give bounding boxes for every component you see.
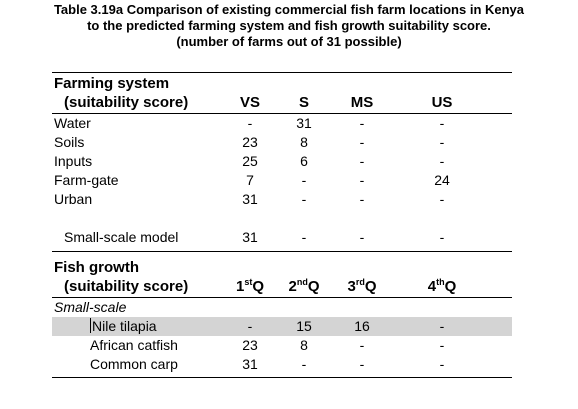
row-value: - xyxy=(359,172,365,188)
q2-num: 2 xyxy=(288,278,297,295)
table-row: Soils 23 8 - - xyxy=(52,133,512,152)
row-value: - xyxy=(439,318,445,334)
column-header-us: US xyxy=(431,94,453,111)
row-value: - xyxy=(359,134,365,150)
q1-num: 1 xyxy=(235,278,245,295)
row-label: Common carp xyxy=(90,356,178,372)
row-label: Farm-gate xyxy=(54,172,119,188)
row-value: - xyxy=(301,172,307,188)
group-label: Small-scale xyxy=(54,299,127,315)
growth-header-row: Fish growth xyxy=(52,258,512,277)
farming-header-subrow: (suitability score) VS S MS US xyxy=(52,93,512,112)
farming-header-title: Farming system xyxy=(54,75,170,92)
caption-line-1: Table 3.19a Comparison of existing comme… xyxy=(53,2,525,17)
row-label: Water xyxy=(54,115,91,131)
q1-sup: st xyxy=(244,277,253,287)
table-row-selected[interactable]: Nile tilapia - 15 16 - xyxy=(52,317,512,336)
row-value: - xyxy=(359,153,365,169)
row-value: 31 xyxy=(242,191,258,207)
column-header-q4: 4thQ xyxy=(422,277,462,296)
q2-sup: nd xyxy=(296,277,308,287)
q4-suffix: Q xyxy=(444,278,457,295)
column-header-q1: 1stQ xyxy=(230,277,270,296)
row-value: - xyxy=(359,356,365,372)
row-value: - xyxy=(301,191,307,207)
caption-line-3: (number of farms out of 31 possible) xyxy=(176,34,402,49)
row-value: 15 xyxy=(296,318,312,334)
growth-header-subrow: (suitability score) 1stQ 2ndQ 3rdQ 4thQ xyxy=(52,277,512,296)
row-value: - xyxy=(439,191,445,207)
table-row: Water - 31 - - xyxy=(52,114,512,133)
row-value: 23 xyxy=(242,134,258,150)
table-row: Farm-gate 7 - - 24 xyxy=(52,171,512,190)
row-value: - xyxy=(247,318,253,334)
row-value: 23 xyxy=(242,337,258,353)
row-value: 7 xyxy=(246,172,254,188)
caption-line-2: to the predicted farming system and fish… xyxy=(87,18,491,33)
row-label: Small-scale model xyxy=(64,229,179,245)
column-header-q2: 2ndQ xyxy=(284,277,324,296)
row-value: 16 xyxy=(354,318,370,334)
table-caption: Table 3.19a Comparison of existing comme… xyxy=(0,2,578,50)
row-label: Inputs xyxy=(54,153,93,169)
row-value: - xyxy=(301,229,307,245)
comparison-table: Farming system (suitability score) VS S … xyxy=(52,65,512,395)
row-value: - xyxy=(439,134,445,150)
column-header-vs: VS xyxy=(239,94,260,111)
row-value: - xyxy=(359,115,365,131)
growth-header-title: Fish growth xyxy=(54,259,139,276)
row-value: - xyxy=(439,337,445,353)
farming-header-row: Farming system xyxy=(52,74,512,93)
row-value: - xyxy=(359,191,365,207)
table-row: Common carp 31 - - - xyxy=(52,355,512,374)
growth-header-subtitle: (suitability score) xyxy=(64,278,189,295)
row-value: 25 xyxy=(242,153,258,169)
row-value: 8 xyxy=(300,134,308,150)
row-value: 31 xyxy=(242,229,258,245)
q4-num: 4 xyxy=(427,278,437,295)
group-label-row: Small-scale xyxy=(52,298,512,317)
q4-sup: th xyxy=(436,277,445,287)
table-row: Urban 31 - - - xyxy=(52,190,512,209)
row-value: - xyxy=(359,337,365,353)
row-value: - xyxy=(439,356,445,372)
row-value: 31 xyxy=(296,115,312,131)
q3-sup: rd xyxy=(355,277,365,287)
row-label: Nile tilapia xyxy=(90,317,157,336)
column-header-s: S xyxy=(298,94,309,111)
growth-header-rule xyxy=(52,297,512,298)
row-value: - xyxy=(439,115,445,131)
model-row: Small-scale model 31 - - - xyxy=(52,228,512,247)
q3-suffix: Q xyxy=(364,278,377,295)
row-value: - xyxy=(247,115,253,131)
row-label: Urban xyxy=(54,191,93,207)
bottom-rule xyxy=(52,377,512,378)
row-label: Soils xyxy=(54,134,85,150)
row-value: - xyxy=(439,229,445,245)
q2-suffix: Q xyxy=(307,278,320,295)
row-value: - xyxy=(301,356,307,372)
column-header-q3: 3rdQ xyxy=(342,277,382,296)
top-rule xyxy=(52,72,512,73)
row-value: 24 xyxy=(434,172,450,188)
text-cursor xyxy=(90,318,91,333)
column-header-ms: MS xyxy=(350,94,374,111)
table-row: Inputs 25 6 - - xyxy=(52,152,512,171)
q3-num: 3 xyxy=(347,278,356,295)
row-value: 6 xyxy=(300,153,308,169)
table-row: African catfish 23 8 - - xyxy=(52,336,512,355)
section-rule xyxy=(52,251,512,252)
farming-header-rule xyxy=(52,113,512,114)
q1-suffix: Q xyxy=(252,278,265,295)
row-label-text: Nile tilapia xyxy=(92,318,157,334)
row-value: 31 xyxy=(242,356,258,372)
row-value: 8 xyxy=(300,337,308,353)
farming-header-subtitle: (suitability score) xyxy=(64,94,189,111)
row-value: - xyxy=(439,153,445,169)
row-label: African catfish xyxy=(90,337,178,353)
row-value: - xyxy=(359,229,365,245)
